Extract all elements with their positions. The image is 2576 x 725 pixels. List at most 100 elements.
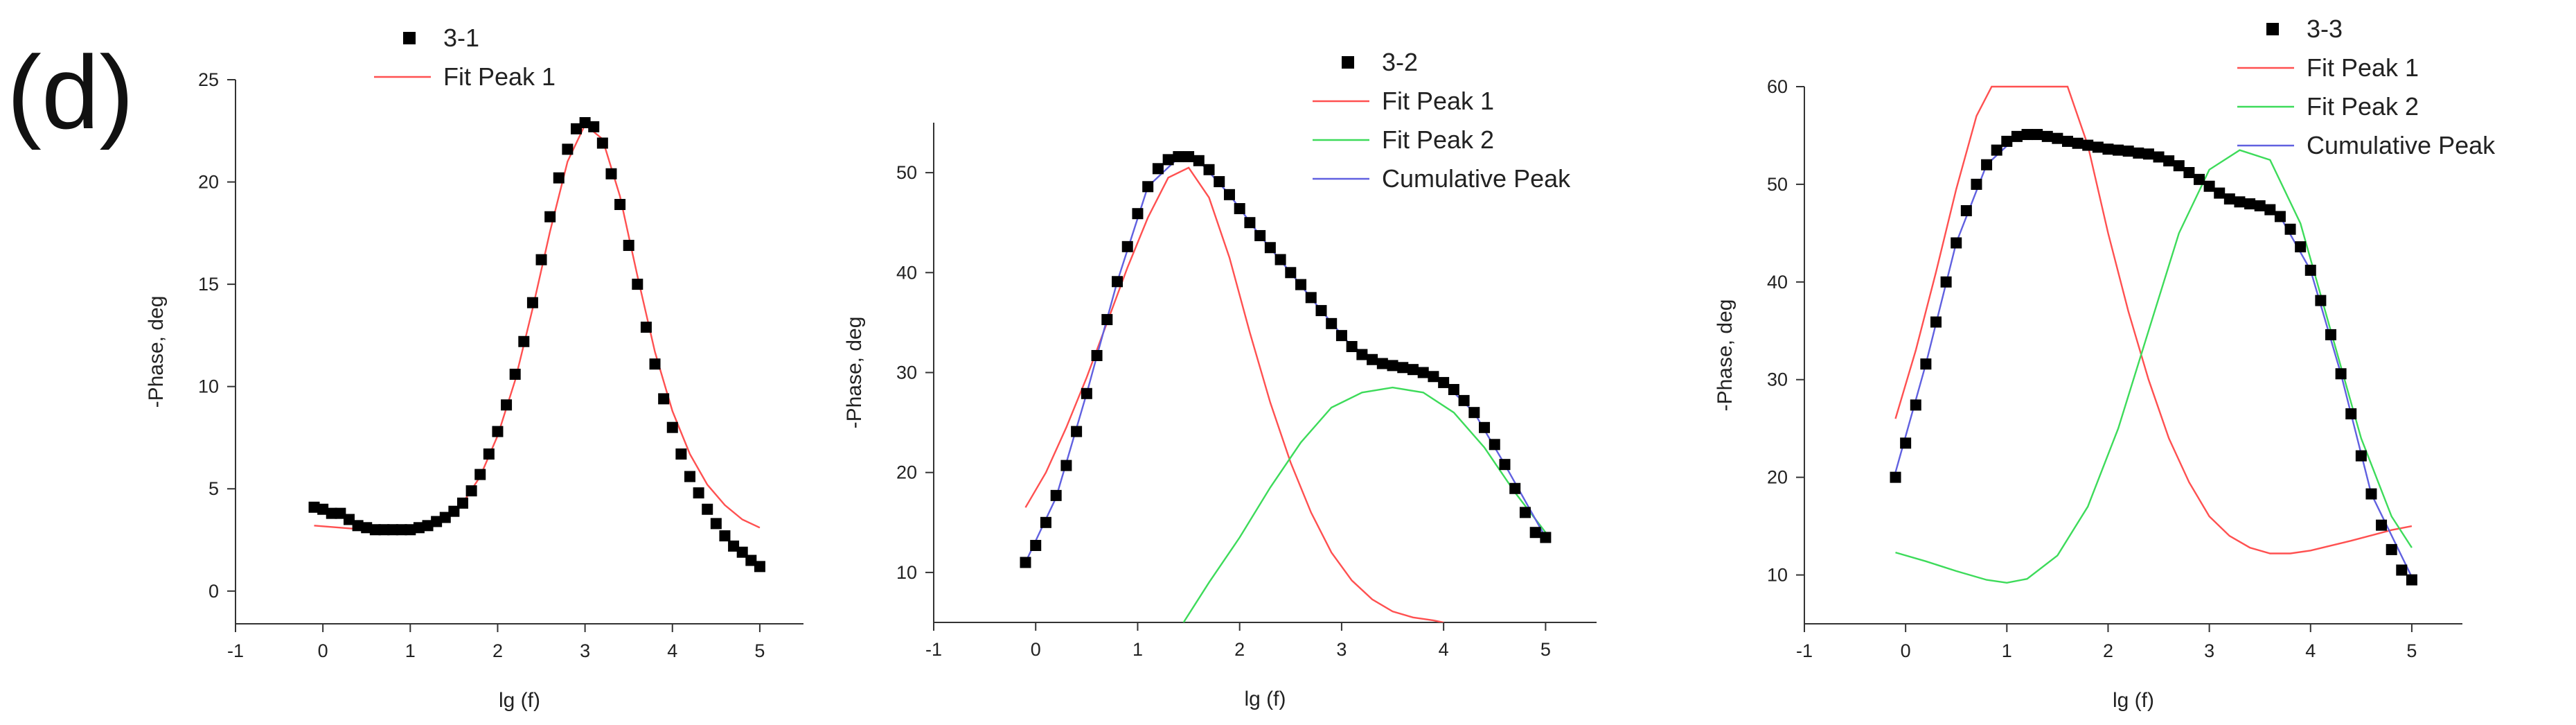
data-point: [1356, 349, 1368, 360]
data-point: [702, 503, 713, 515]
data-point: [2102, 143, 2114, 155]
data-point: [1387, 360, 1398, 372]
chart-3-1: -1 0 1 2 3 4 5 0 5 10 15 20 25 lg (f) -Phase, deg 3-1 Fi…: [145, 24, 803, 712]
data-point: [413, 522, 425, 534]
data-point: [483, 448, 495, 460]
data-point: [1050, 489, 1062, 501]
data-point: [2244, 198, 2256, 210]
data-point: [1101, 314, 1113, 326]
data-point: [1346, 341, 1358, 353]
x-tick-label: 2: [2103, 640, 2113, 661]
legend-label: Fit Peak 2: [2307, 92, 2419, 121]
data-point: [1081, 387, 1092, 399]
data-point: [623, 240, 634, 252]
data-point: [1335, 330, 1347, 342]
data-point: [457, 497, 468, 509]
data-point: [1438, 376, 1450, 388]
y-tick-label: 5: [208, 478, 219, 499]
data-point: [1930, 316, 1942, 328]
data-point: [2203, 180, 2215, 192]
legend-marker: [2266, 23, 2279, 35]
data-point: [588, 121, 600, 132]
data-point: [352, 520, 364, 532]
chart-3-3: -1 0 1 2 3 4 5 10 20 30 40 50 60 lg (f) -Phase, deg 3-3…: [1714, 15, 2496, 712]
data-point: [2214, 187, 2226, 199]
data-point: [666, 421, 678, 433]
data-point: [1295, 279, 1307, 290]
data-point: [2163, 155, 2175, 167]
data-point: [1448, 384, 1459, 396]
legend-label: 3-2: [1382, 48, 1418, 76]
data-point: [1234, 203, 1245, 215]
data-point: [1112, 276, 1123, 288]
y-tick-label: 20: [1767, 467, 1788, 488]
data-point: [465, 485, 477, 497]
data-point: [571, 123, 582, 134]
y-tick-label: 10: [896, 562, 917, 583]
data-point: [2113, 144, 2124, 156]
data-point: [1509, 482, 1521, 494]
data-point: [1030, 539, 1042, 551]
data-point: [422, 520, 434, 532]
data-point: [535, 254, 547, 265]
data-point: [553, 172, 565, 184]
data-point: [326, 507, 337, 519]
data-point: [387, 524, 399, 536]
data-point: [2122, 146, 2134, 157]
x-tick-label: -1: [925, 639, 942, 660]
series-line: [1894, 85, 2413, 554]
data-point: [2325, 329, 2336, 340]
data-point: [1376, 358, 1388, 369]
data-point: [2194, 173, 2205, 185]
data-point: [1489, 439, 1500, 451]
data-point: [1890, 471, 1901, 483]
data-point: [2183, 167, 2195, 178]
data-point: [1152, 163, 1164, 175]
y-tick-label: 30: [896, 362, 917, 383]
data-point: [2153, 151, 2165, 163]
data-point: [526, 297, 538, 308]
data-point: [1910, 399, 1921, 411]
data-point: [2032, 129, 2043, 141]
data-point: [605, 168, 617, 180]
data-point: [518, 335, 530, 347]
data-point: [1971, 178, 1982, 190]
data-point: [1244, 217, 1256, 229]
data-point: [710, 518, 722, 530]
data-point: [1479, 421, 1491, 433]
data-point: [1091, 349, 1103, 361]
x-tick-label: 5: [2406, 640, 2417, 661]
data-point: [1468, 407, 1480, 419]
data-point: [396, 524, 407, 536]
data-point: [1940, 276, 1952, 288]
legend-label: Fit Peak 2: [1382, 125, 1494, 154]
data-point: [1264, 242, 1276, 254]
series-line: [1895, 149, 2413, 584]
y-axis-label: -Phase, deg: [145, 296, 168, 408]
y-tick-label: 25: [198, 69, 219, 90]
data-point: [501, 399, 513, 411]
data-point: [1223, 189, 1235, 200]
x-tick-label: 2: [1234, 639, 1245, 660]
data-point: [335, 507, 346, 519]
data-point: [2365, 488, 2377, 500]
data-point: [1020, 557, 1031, 568]
data-point: [2041, 130, 2053, 142]
y-axis-label: -Phase, deg: [843, 317, 866, 429]
x-axis-label: lg (f): [1245, 688, 1286, 710]
data-point: [369, 524, 381, 536]
data-point: [1193, 155, 1205, 166]
data-point: [2082, 139, 2094, 151]
y-tick-label: 10: [198, 376, 219, 397]
data-point: [1326, 317, 1338, 329]
data-point: [579, 116, 591, 128]
y-tick-label: 20: [896, 462, 917, 483]
x-axis-label: lg (f): [499, 689, 540, 712]
legend-label: 3-3: [2307, 15, 2343, 43]
y-tick-label: 40: [1767, 272, 1788, 292]
x-tick-label: 0: [1901, 640, 1911, 661]
data-point: [2234, 196, 2246, 208]
data-point: [1203, 164, 1215, 175]
x-tick-label: -1: [227, 640, 244, 661]
